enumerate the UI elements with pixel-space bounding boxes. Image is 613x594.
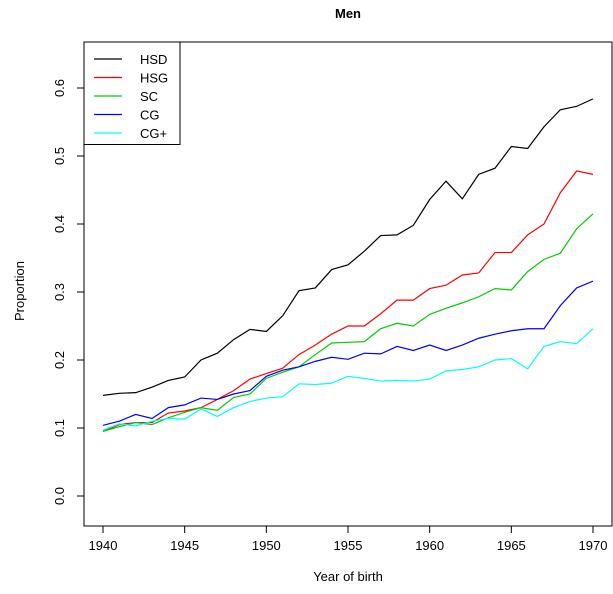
series-line-cg-plus (102, 328, 594, 431)
legend: HSD HSG SC CG CG+ (83, 41, 181, 145)
series-line-hsg (102, 170, 594, 432)
y-tick-label: 0.2 (52, 351, 67, 369)
series-layer (102, 98, 594, 432)
legend-label: HSG (140, 71, 168, 86)
legend-label: CG (140, 108, 160, 123)
x-axis: 1940 1945 1950 1955 1960 1965 1970 (89, 525, 608, 553)
x-tick-label: 1950 (252, 538, 281, 553)
y-axis-label: Proportion (12, 261, 27, 321)
x-axis-label: Year of birth (313, 569, 383, 584)
x-tick-label: 1965 (497, 538, 526, 553)
x-tick-label: 1970 (579, 538, 608, 553)
series-line-sc (102, 213, 594, 432)
legend-label: SC (140, 89, 158, 104)
x-tick-label: 1955 (334, 538, 363, 553)
series-line-cg (102, 280, 594, 426)
series-line-hsd (102, 98, 594, 396)
y-tick-label: 0.4 (52, 215, 67, 233)
y-axis: 0.0 0.1 0.2 0.3 0.4 0.5 0.6 (52, 79, 85, 505)
y-tick-label: 0.1 (52, 419, 67, 437)
y-tick-label: 0.6 (52, 79, 67, 97)
legend-label: HSD (140, 52, 167, 67)
x-tick-label: 1960 (415, 538, 444, 553)
y-tick-label: 0.3 (52, 283, 67, 301)
y-tick-label: 0.5 (52, 147, 67, 165)
chart-title: Men (335, 6, 361, 21)
legend-label: CG+ (140, 126, 167, 141)
x-tick-label: 1940 (89, 538, 118, 553)
x-tick-label: 1945 (170, 538, 199, 553)
y-tick-label: 0.0 (52, 487, 67, 505)
